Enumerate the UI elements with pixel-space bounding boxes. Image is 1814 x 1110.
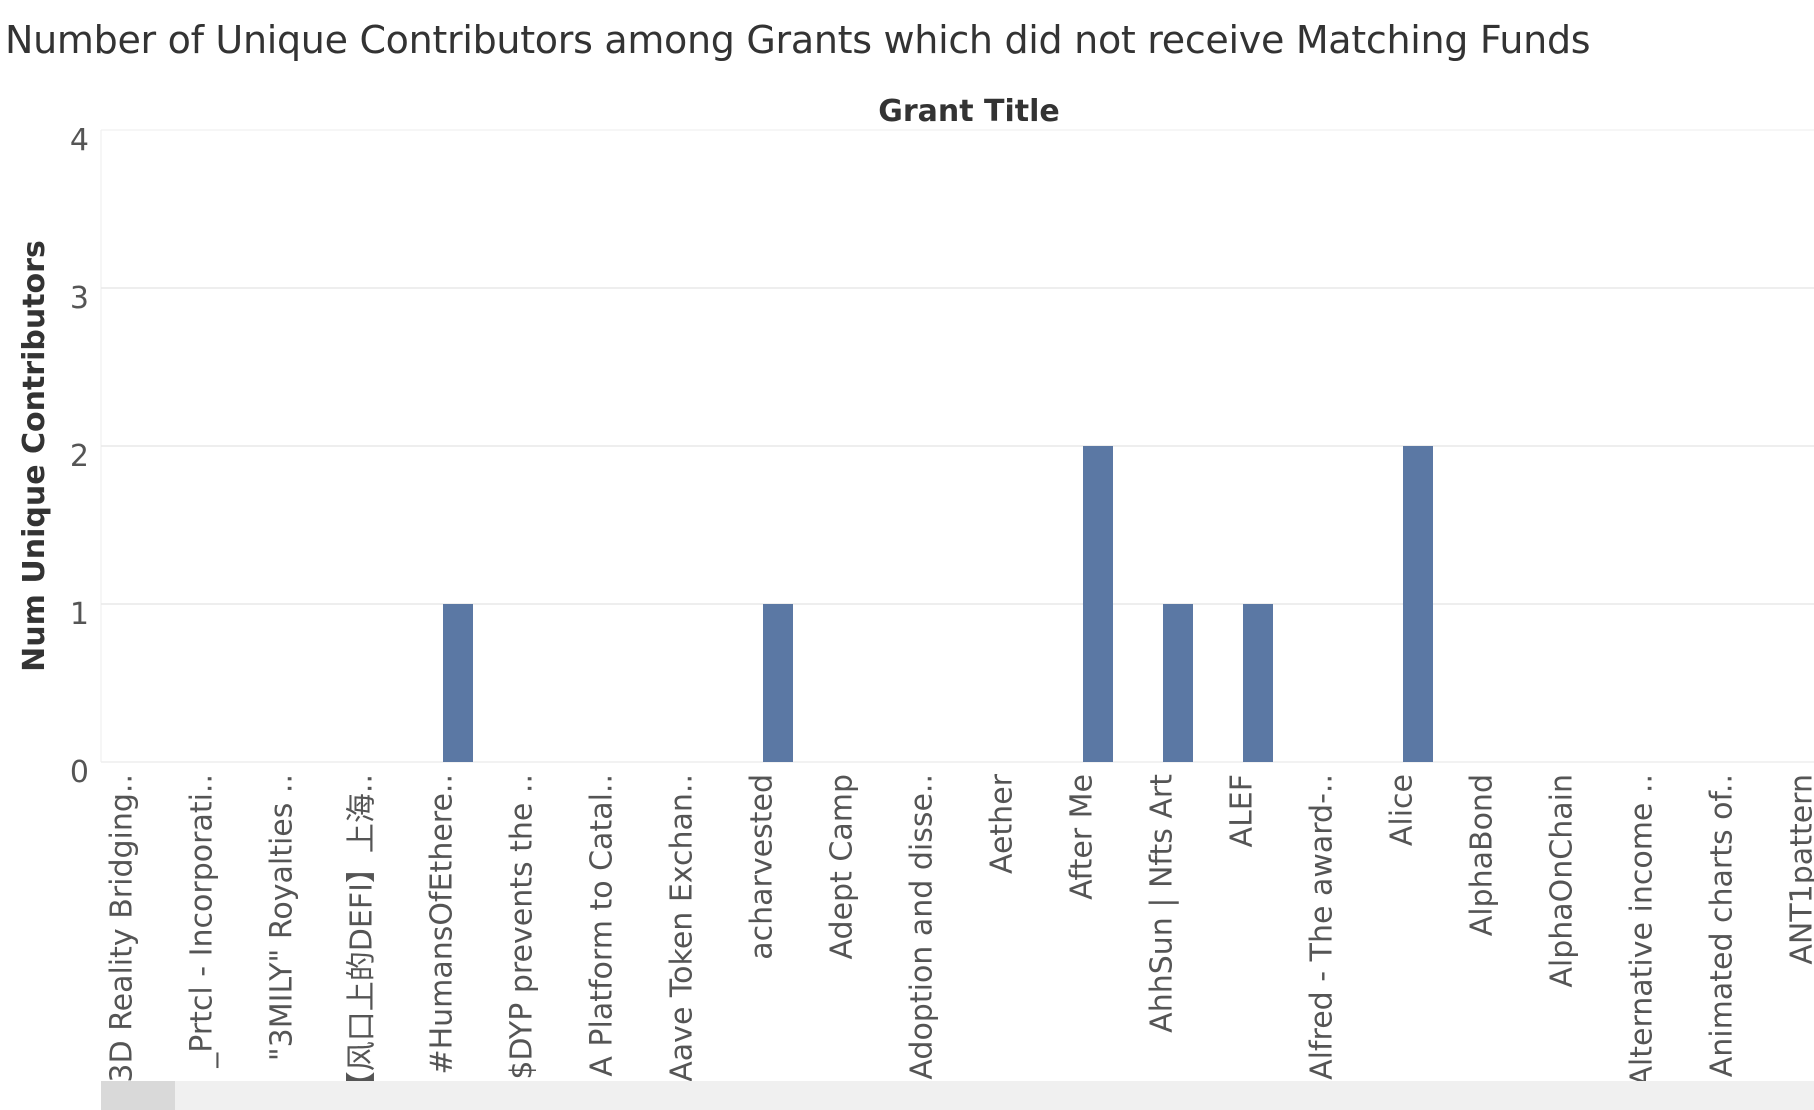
y-tick-label: 0 — [70, 755, 89, 790]
x-tick-label: Aether — [985, 773, 1020, 874]
x-tick-label: acharvested — [745, 774, 780, 960]
y-axis-title: Num Unique Contributors — [17, 240, 52, 672]
x-tick-label: _Prtcl - Incorporati.. — [185, 774, 220, 1069]
x-tick-label: 【风口上的DEFI】上海.. — [345, 774, 380, 1101]
x-tick-label: #HumansOfEthere.. — [425, 774, 460, 1075]
x-tick-label: Aave Token Exchan.. — [665, 774, 700, 1082]
x-tick-label: Alfred - The award-.. — [1305, 774, 1340, 1080]
bar — [1243, 604, 1273, 762]
bar — [443, 604, 473, 762]
x-tick-label: AhhSun | Nfts Art — [1145, 774, 1180, 1033]
x-tick-label: Adept Camp — [825, 774, 860, 959]
bar — [763, 604, 793, 762]
bar — [1083, 446, 1113, 762]
x-tick-label: Alice — [1385, 774, 1420, 846]
x-tick-label: AlphaOnChain — [1545, 774, 1580, 988]
column-header: Grant Title — [878, 94, 1060, 129]
x-tick-label: ANT1pattern — [1785, 774, 1814, 965]
horizontal-scrollbar[interactable] — [101, 1081, 1814, 1110]
y-tick-label: 2 — [70, 439, 89, 474]
x-tick-label: A Platform to Catal.. — [585, 774, 620, 1077]
x-tick-label: After Me — [1065, 774, 1100, 900]
bar — [1403, 446, 1433, 762]
x-tick-label: $DYP prevents the .. — [505, 774, 540, 1080]
x-tick-label: AlphaBond — [1465, 774, 1500, 936]
scrollbar-thumb[interactable] — [101, 1081, 175, 1110]
y-tick-label: 4 — [70, 123, 89, 158]
y-tick-label: 3 — [70, 281, 89, 316]
x-tick-label: Animated charts of.. — [1705, 774, 1740, 1077]
y-tick-label: 1 — [70, 597, 89, 632]
x-tick-label: ALEF — [1225, 774, 1260, 847]
x-tick-label: Alternative income .. — [1625, 774, 1660, 1087]
bar — [1163, 604, 1193, 762]
x-tick-label: Adoption and disse.. — [905, 774, 940, 1080]
x-tick-label: 3D Reality Bridging.. — [105, 774, 140, 1083]
chart-title: Number of Unique Contributors among Gran… — [5, 18, 1591, 62]
x-tick-label: "3MILY" Royalties .. — [265, 774, 300, 1061]
